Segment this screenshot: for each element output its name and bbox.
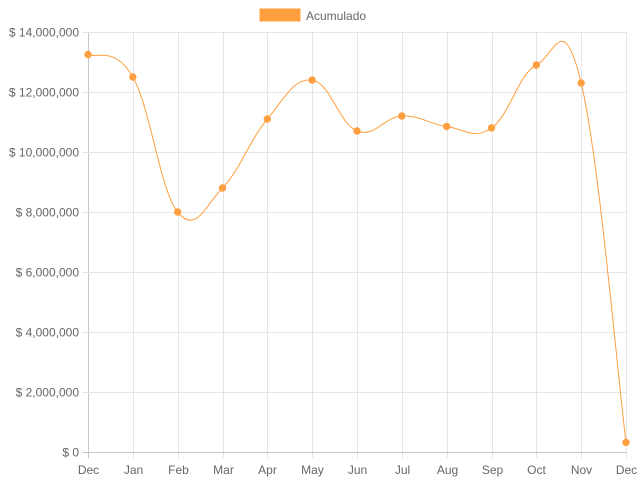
x-tick-label: Jul bbox=[395, 463, 410, 477]
data-point[interactable] bbox=[173, 208, 182, 216]
y-tick-label: $ 14,000,000 bbox=[9, 26, 79, 40]
data-point[interactable] bbox=[353, 127, 361, 135]
y-tick-label: $ 6,000,000 bbox=[16, 266, 80, 280]
data-point[interactable] bbox=[532, 61, 541, 69]
data-point[interactable] bbox=[263, 115, 272, 123]
x-gridlines bbox=[88, 32, 627, 458]
x-tick-label: Mar bbox=[213, 463, 234, 477]
y-gridlines bbox=[82, 32, 626, 453]
x-axis: Dec Jan Feb Mar Apr May Jun Jul Aug Sep Oct Nov Dec bbox=[78, 463, 637, 477]
data-point[interactable] bbox=[398, 112, 406, 120]
data-point[interactable] bbox=[308, 76, 316, 84]
legend-label: Acumulado bbox=[306, 9, 366, 23]
y-axis: $ 0 $ 2,000,000 $ 4,000,000 $ 6,000,000 $ 8,… bbox=[9, 26, 79, 460]
y-tick-label: $ 4,000,000 bbox=[16, 326, 80, 340]
x-tick-label: Jun bbox=[348, 463, 367, 477]
data-point[interactable] bbox=[129, 73, 137, 81]
x-tick-label: Feb bbox=[168, 463, 189, 477]
x-tick-label: Oct bbox=[527, 463, 546, 477]
data-point[interactable] bbox=[442, 122, 451, 131]
x-tick-label: Dec bbox=[616, 463, 637, 477]
data-point[interactable] bbox=[577, 79, 585, 87]
y-tick-label: $ 12,000,000 bbox=[9, 86, 79, 100]
data-point[interactable] bbox=[218, 184, 227, 192]
y-tick-label: $ 10,000,000 bbox=[9, 146, 79, 160]
data-points bbox=[84, 50, 630, 447]
y-tick-label: $ 8,000,000 bbox=[16, 206, 80, 220]
x-tick-label: Nov bbox=[571, 463, 592, 477]
legend[interactable]: Acumulado bbox=[259, 8, 366, 23]
x-tick-label: Sep bbox=[482, 463, 504, 477]
legend-swatch bbox=[259, 8, 301, 22]
y-tick-label: $ 2,000,000 bbox=[16, 386, 80, 400]
x-tick-label: Apr bbox=[258, 463, 277, 477]
y-tick-label: $ 0 bbox=[62, 446, 79, 460]
x-tick-label: Aug bbox=[437, 463, 458, 477]
data-point[interactable] bbox=[487, 124, 496, 132]
x-tick-label: May bbox=[301, 463, 324, 477]
data-point[interactable] bbox=[622, 438, 630, 447]
x-tick-label: Dec bbox=[78, 463, 99, 477]
x-tick-label: Jan bbox=[124, 463, 143, 477]
data-point[interactable] bbox=[84, 50, 92, 59]
